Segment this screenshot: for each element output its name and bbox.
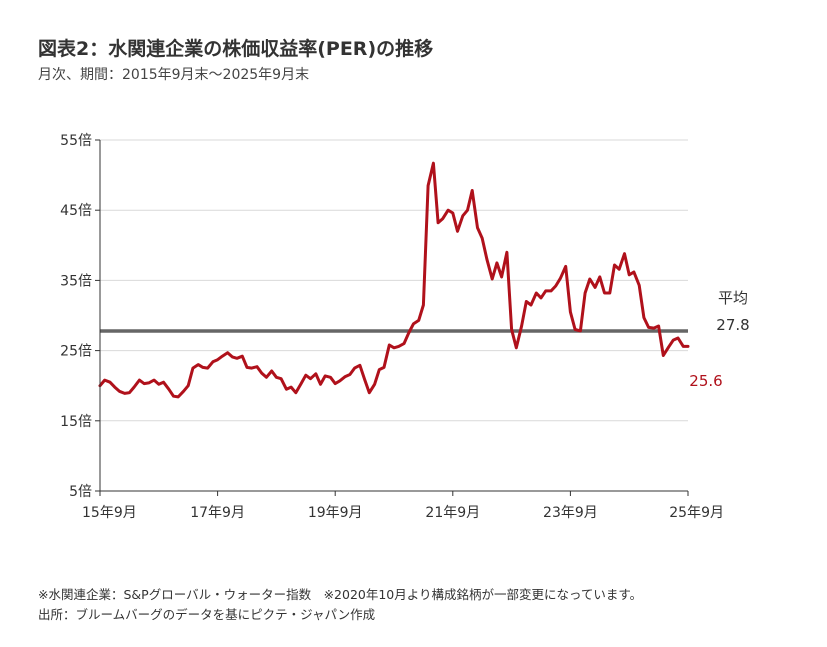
axes-group [95, 139, 689, 496]
x-tick-labels: 15年9月 17年9月 19年9月 21年9月 23年9月 25年9月 [82, 505, 724, 521]
per-series-line [98, 161, 690, 399]
chart-title: 図表2：水関連企業の株価収益率(PER)の推移 [38, 38, 434, 60]
x-tick-label: 21年9月 [425, 505, 480, 521]
chart-subtitle: 月次、期間：2015年9月末～2025年9月末 [38, 67, 310, 83]
y-tick-label: 55倍 [60, 133, 92, 149]
y-tick-labels: 5倍 15倍 25倍 35倍 45倍 55倍 [60, 133, 92, 500]
y-tick-label: 5倍 [69, 484, 92, 500]
series-group [98, 161, 690, 399]
average-label: 平均 [718, 289, 748, 307]
x-tick-label: 23年9月 [543, 505, 598, 521]
y-tick-label: 25倍 [60, 344, 92, 360]
y-tick-label: 45倍 [60, 203, 92, 219]
y-tick-label: 15倍 [60, 414, 92, 430]
y-tick-label: 35倍 [60, 273, 92, 289]
latest-value-label: 25.6 [689, 372, 722, 390]
x-tick-label: 19年9月 [308, 505, 363, 521]
average-value-label: 27.8 [716, 316, 749, 334]
x-tick-label: 25年9月 [669, 505, 724, 521]
x-tick-label: 17年9月 [190, 505, 245, 521]
x-tick-label: 15年9月 [82, 505, 137, 521]
footnote-index: ※水関連企業：S&Pグローバル・ウォーター指数 ※2020年10月より構成銘柄が… [38, 587, 643, 602]
footnote-source: 出所：ブルームバーグのデータを基にピクテ・ジャパン作成 [38, 607, 376, 622]
